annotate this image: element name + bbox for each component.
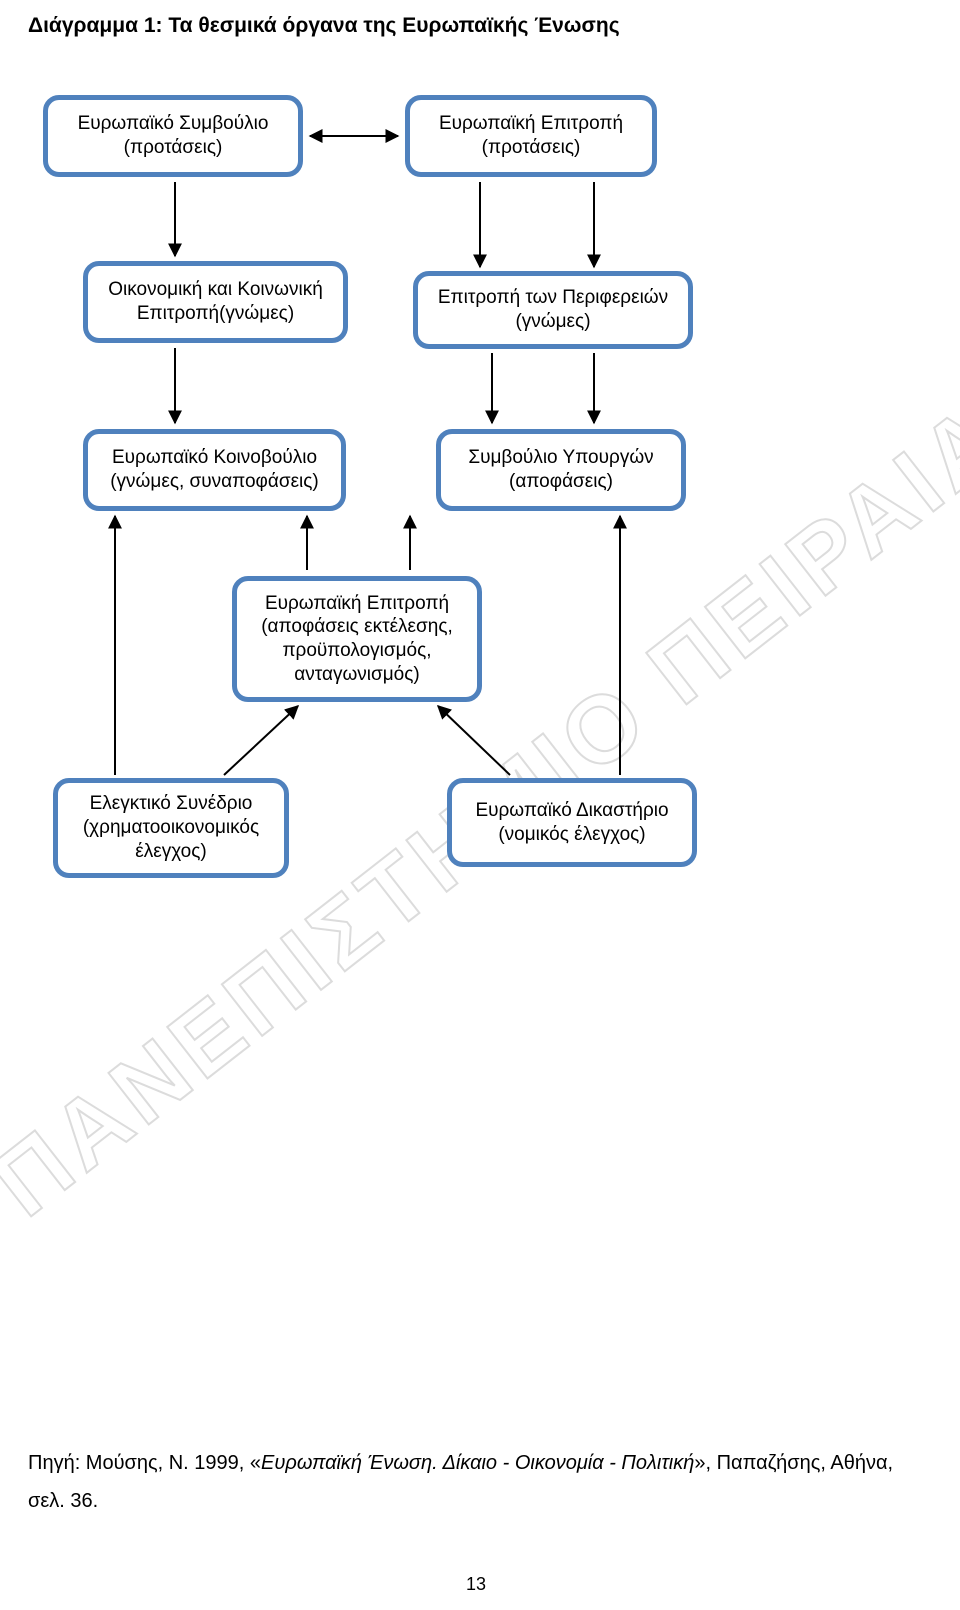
source-prefix: Πηγή: Μούσης, Ν. 1999, «	[28, 1452, 261, 1474]
node-committee-of-regions: Επιτροπή των Περιφερειών (γνώμες)	[413, 271, 693, 349]
node-european-court-of-justice: Ευρωπαϊκό Δικαστήριο (νομικός έλεγχος)	[447, 778, 697, 867]
node-line: (αποφάσεις)	[468, 470, 653, 494]
node-european-parliament: Ευρωπαϊκό Κοινοβούλιο (γνώμες, συναποφάσ…	[83, 429, 346, 511]
node-line: έλεγχος)	[83, 840, 259, 864]
page-number: 13	[466, 1574, 486, 1595]
node-court-of-auditors: Ελεγκτικό Συνέδριο (χρηματοοικονομικός έ…	[53, 778, 289, 878]
node-line: (γνώμες)	[438, 310, 668, 334]
node-line: (αποφάσεις εκτέλεσης,	[261, 615, 453, 639]
source-italic: Ευρωπαϊκή Ένωση. Δίκαιο - Οικονομία - Πο…	[261, 1452, 694, 1474]
node-european-commission-decisions: Ευρωπαϊκή Επιτροπή (αποφάσεις εκτέλεσης,…	[232, 576, 482, 702]
node-line: Ευρωπαϊκό Κοινοβούλιο	[110, 446, 319, 470]
node-line: (προτάσεις)	[439, 136, 623, 160]
node-line: προϋπολογισμός,	[261, 639, 453, 663]
node-council-of-ministers: Συμβούλιο Υπουργών (αποφάσεις)	[436, 429, 686, 511]
node-line: (γνώμες, συναποφάσεις)	[110, 470, 319, 494]
node-line: Ελεγκτικό Συνέδριο	[83, 792, 259, 816]
node-european-commission-proposals: Ευρωπαϊκή Επιτροπή (προτάσεις)	[405, 95, 657, 177]
node-line: Ευρωπαϊκή Επιτροπή	[261, 592, 453, 616]
node-line: (προτάσεις)	[78, 136, 269, 160]
node-line: (χρηματοοικονομικός	[83, 816, 259, 840]
node-line: Επιτροπή(γνώμες)	[108, 302, 323, 326]
node-european-council: Ευρωπαϊκό Συμβούλιο (προτάσεις)	[43, 95, 303, 177]
node-line: Ευρωπαϊκό Συμβούλιο	[78, 112, 269, 136]
node-line: ανταγωνισμός)	[261, 663, 453, 687]
node-line: Επιτροπή των Περιφερειών	[438, 286, 668, 310]
node-line: Ευρωπαϊκό Δικαστήριο	[475, 799, 668, 823]
node-line: Οικονομική και Κοινωνική	[108, 278, 323, 302]
source-citation: Πηγή: Μούσης, Ν. 1999, «Ευρωπαϊκή Ένωση.…	[28, 1444, 898, 1520]
node-line: Συμβούλιο Υπουργών	[468, 446, 653, 470]
node-economic-social-committee: Οικονομική και Κοινωνική Επιτροπή(γνώμες…	[83, 261, 348, 343]
node-line: Ευρωπαϊκή Επιτροπή	[439, 112, 623, 136]
diagram-title: Διάγραμμα 1: Τα θεσμικά όργανα της Ευρωπ…	[28, 14, 620, 38]
node-line: (νομικός έλεγχος)	[475, 823, 668, 847]
